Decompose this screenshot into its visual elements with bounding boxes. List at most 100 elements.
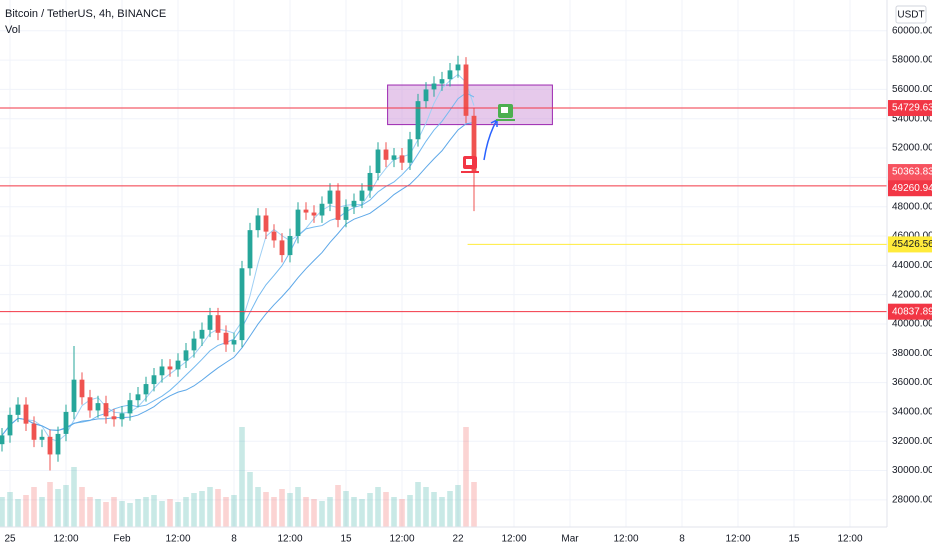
- arrow: [483, 118, 498, 161]
- volume-bar: [311, 499, 317, 527]
- x-tick-label: 15: [788, 534, 800, 545]
- axis-labels: 28000.00 30000.00 32000.00 34000.00 36000.00…: [4, 25, 932, 545]
- volume-bar: [183, 497, 189, 527]
- volume-bar: [207, 487, 213, 527]
- y-tick-label: 34000.00: [892, 407, 932, 418]
- volume-bar: [199, 491, 205, 527]
- plot: [0, 55, 887, 527]
- price-label-bg: [888, 236, 932, 253]
- volume-bar: [399, 499, 405, 527]
- volume-bar: [415, 482, 421, 527]
- indicator-label: Vol: [5, 24, 20, 36]
- y-tick-label: 46000.00: [892, 231, 932, 242]
- price-label: 45426.56: [892, 239, 932, 250]
- candle-body: [399, 155, 405, 163]
- candle-body: [279, 240, 285, 256]
- grid: [0, 0, 887, 527]
- candle-body: [55, 433, 61, 455]
- candle-body: [183, 350, 189, 361]
- candle-body: [111, 416, 117, 420]
- y-tick-label: 58000.00: [892, 55, 932, 66]
- y-tick-label: 42000.00: [892, 289, 932, 300]
- volume-bar: [247, 472, 253, 527]
- candle-body: [23, 404, 29, 424]
- candle-body: [351, 200, 357, 207]
- candle-body: [455, 64, 461, 71]
- volume-bar: [367, 493, 373, 527]
- y-tick-label: 40000.00: [892, 319, 932, 330]
- volume-bar: [103, 502, 109, 527]
- volume-bar: [135, 499, 141, 527]
- x-tick-label: 22: [452, 534, 464, 545]
- candle-body: [319, 203, 325, 216]
- candle-body: [415, 101, 421, 140]
- candle-body: [255, 215, 261, 231]
- price-label-bg: [888, 100, 932, 117]
- y-tick-label: 52000.00: [892, 143, 932, 154]
- candle-body: [31, 423, 37, 440]
- volume-bar: [119, 501, 125, 527]
- candle-body: [151, 375, 157, 385]
- candle-body: [271, 231, 277, 241]
- currency-box[interactable]: [895, 5, 927, 24]
- x-tick-label: 12:00: [165, 534, 190, 545]
- price-label-bg: [888, 164, 932, 181]
- y-tick-label: 60000.00: [892, 25, 932, 36]
- volume-bar: [127, 503, 133, 527]
- candle-body: [71, 379, 77, 412]
- x-tick-label: 15: [340, 534, 352, 545]
- price-label: 54729.63: [892, 103, 932, 114]
- moving-average: [1, 122, 475, 436]
- volume-bar: [7, 492, 13, 527]
- volume-bar: [55, 489, 61, 527]
- volume-bar: [455, 485, 461, 527]
- candle-body: [383, 149, 389, 160]
- volume-bar: [375, 487, 381, 527]
- volume-bar: [151, 495, 157, 527]
- candle-body: [15, 404, 21, 415]
- x-tick-label: 12:00: [725, 534, 750, 545]
- candle-body: [247, 230, 253, 269]
- candle-body: [159, 366, 165, 376]
- y-tick-label: 54000.00: [892, 113, 932, 124]
- y-tick-label: 44000.00: [892, 260, 932, 271]
- volume-bar: [439, 497, 445, 527]
- volume-bar: [255, 487, 261, 527]
- volume-bar: [239, 427, 245, 527]
- price-label: 40837.89: [892, 306, 932, 317]
- volume-bar: [271, 497, 277, 527]
- price-label-bg: [888, 303, 932, 320]
- volume-bar: [279, 489, 285, 527]
- candle-body: [207, 315, 213, 330]
- volume-bar: [295, 487, 301, 527]
- candle-body: [95, 403, 101, 411]
- volume-bar: [39, 497, 45, 527]
- candle-body: [311, 212, 317, 216]
- volume-bar: [223, 497, 229, 527]
- volume-bar: [79, 487, 85, 527]
- candle-body: [63, 411, 69, 434]
- volume-bar: [391, 497, 397, 527]
- zone: [387, 84, 553, 126]
- volume-bar: [23, 495, 29, 527]
- volume-bar: [263, 492, 269, 527]
- candle-body: [335, 190, 341, 220]
- x-tick-label: 12:00: [277, 534, 302, 545]
- x-tick-label: 8: [231, 534, 237, 545]
- volume-bar: [303, 497, 309, 527]
- candle-body: [7, 414, 13, 436]
- volume-bar: [47, 482, 53, 527]
- volume-bar: [63, 485, 69, 527]
- volume-bar: [359, 499, 365, 527]
- currency[interactable]: USDT: [897, 10, 924, 21]
- y-tick-label: 32000.00: [892, 436, 932, 447]
- volume-bar: [431, 492, 437, 527]
- volume-bar: [335, 485, 341, 527]
- candle-body: [327, 190, 333, 204]
- volume-bar: [351, 497, 357, 527]
- y-tick-label: 36000.00: [892, 377, 932, 388]
- y-tick-label: 56000.00: [892, 84, 932, 95]
- volume-bar: [15, 499, 21, 527]
- x-tick-label: 12:00: [837, 534, 862, 545]
